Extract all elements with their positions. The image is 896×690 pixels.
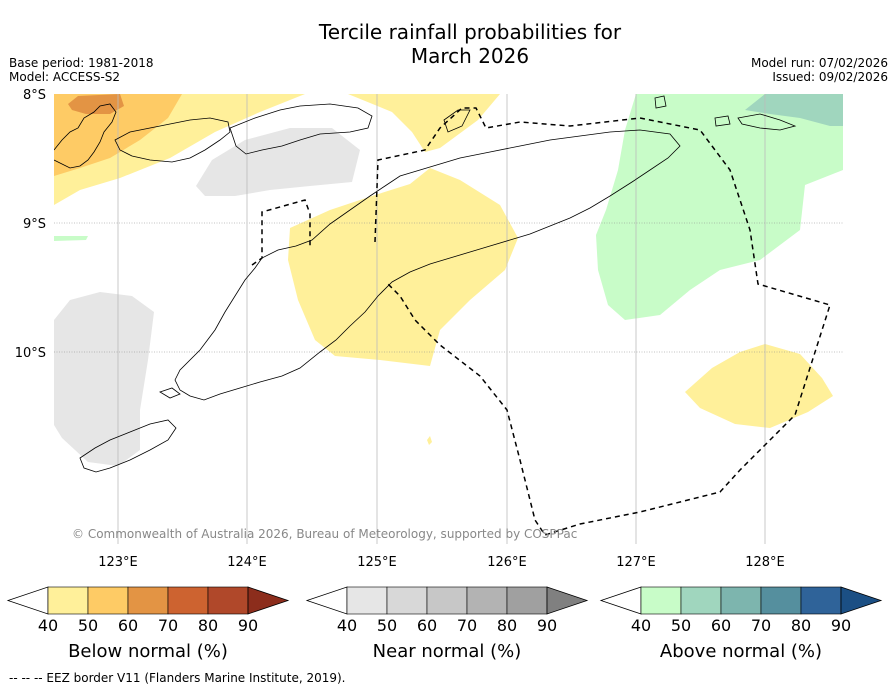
above-normal-sliver <box>54 236 88 241</box>
coastline-small-islands <box>159 95 797 399</box>
coastlines <box>54 95 797 473</box>
model-run: Model run: 07/02/2026 <box>750 56 888 70</box>
footnote-eez-border: -- -- -- EEZ border V11 (Flanders Marine… <box>9 671 346 685</box>
lat-label-10s: 10°S <box>15 346 46 361</box>
below-normal-area-north-center <box>348 94 500 152</box>
above-colorbar-segment <box>680 586 722 615</box>
meridians <box>117 94 766 544</box>
below-normal-60-area <box>68 94 124 114</box>
colorbar-near-normal: 40 50 60 70 80 90 Near normal (%) <box>305 586 589 662</box>
near-colorbar-tick: 90 <box>537 616 557 635</box>
below-colorbar-extend-high <box>247 586 290 615</box>
lon-label-124e: 124°E <box>227 555 267 570</box>
eez-border <box>251 107 831 536</box>
near-colorbar-title: Near normal (%) <box>373 641 522 662</box>
near-colorbar-tick: 80 <box>497 616 517 635</box>
above-colorbar-tick: 40 <box>631 616 651 635</box>
colorbar-below-normal: 40 50 60 70 80 90 Below normal (%) <box>6 586 290 662</box>
below-colorbar-tick: 50 <box>78 616 98 635</box>
near-normal-area-north <box>196 128 360 196</box>
above-colorbar-extend-low <box>599 586 642 615</box>
above-colorbar-tick: 60 <box>711 616 731 635</box>
copyright-notice: © Commonwealth of Australia 2026, Bureau… <box>72 527 577 541</box>
coastline-north-islands <box>114 117 231 163</box>
below-colorbar-title: Below normal (%) <box>68 641 228 662</box>
near-colorbar-segment <box>426 586 468 615</box>
near-colorbar-segment <box>506 586 548 615</box>
above-colorbar-segment <box>800 586 842 615</box>
near-colorbar-extend-low <box>305 586 348 615</box>
near-normal-area-west <box>54 292 154 466</box>
near-colorbar-tick: 60 <box>417 616 437 635</box>
coastline-flores-islands <box>54 103 117 169</box>
above-normal-50-area <box>745 94 843 126</box>
lon-label-123e: 123°E <box>98 555 138 570</box>
coastline-timor <box>174 129 681 401</box>
below-colorbar-tick: 40 <box>38 616 58 635</box>
near-colorbar-tick: 40 <box>337 616 357 635</box>
near-colorbar-tick: 70 <box>457 616 477 635</box>
below-normal-dot <box>427 436 432 445</box>
above-colorbar-tick: 80 <box>791 616 811 635</box>
above-colorbar-tick: 90 <box>831 616 851 635</box>
issued-date: Issued: 09/02/2026 <box>772 70 888 84</box>
above-colorbar-title: Above normal (%) <box>660 641 822 662</box>
above-colorbar-extend-high <box>840 586 883 615</box>
below-colorbar-tick: 90 <box>238 616 258 635</box>
lon-label-125e: 125°E <box>357 555 397 570</box>
lon-label-126e: 126°E <box>487 555 527 570</box>
below-colorbar-segment <box>207 586 249 615</box>
above-colorbar-tick: 50 <box>671 616 691 635</box>
gridlines <box>54 222 843 353</box>
base-period: Base period: 1981-2018 <box>9 56 154 70</box>
colorbar-above-normal: 40 50 60 70 80 90 Above normal (%) <box>599 586 883 662</box>
below-colorbar-segment <box>167 586 209 615</box>
map-title-line2: March 2026 <box>410 44 530 68</box>
above-colorbar-segment <box>640 586 682 615</box>
below-colorbar-tick: 80 <box>198 616 218 635</box>
lat-label-8s: 8°S <box>23 88 46 103</box>
below-colorbar-segment <box>87 586 129 615</box>
coastline-wetar <box>229 103 373 155</box>
above-colorbar-tick: 70 <box>751 616 771 635</box>
below-normal-area-center <box>288 168 518 366</box>
below-colorbar-segment <box>127 586 169 615</box>
near-colorbar-tick: 50 <box>377 616 397 635</box>
below-colorbar-extend-low <box>6 586 49 615</box>
coastline-sumba-rote <box>79 419 177 473</box>
model-name: Model: ACCESS-S2 <box>9 70 121 84</box>
below-colorbar-tick: 70 <box>158 616 178 635</box>
near-colorbar-segment <box>466 586 508 615</box>
probability-shading <box>54 94 843 466</box>
below-colorbar-tick: 60 <box>118 616 138 635</box>
near-colorbar-segment <box>346 586 388 615</box>
map-title-line1: Tercile rainfall probabilities for <box>318 20 622 44</box>
near-colorbar-segment <box>386 586 428 615</box>
below-colorbar-segment <box>47 586 89 615</box>
lat-label-9s: 9°S <box>23 217 46 232</box>
above-colorbar-segment <box>720 586 762 615</box>
near-colorbar-extend-high <box>546 586 589 615</box>
above-colorbar-segment <box>760 586 802 615</box>
below-normal-area-southeast <box>685 344 833 428</box>
lon-label-127e: 127°E <box>616 555 656 570</box>
lon-label-128e: 128°E <box>745 555 785 570</box>
above-normal-area-east <box>596 94 843 320</box>
